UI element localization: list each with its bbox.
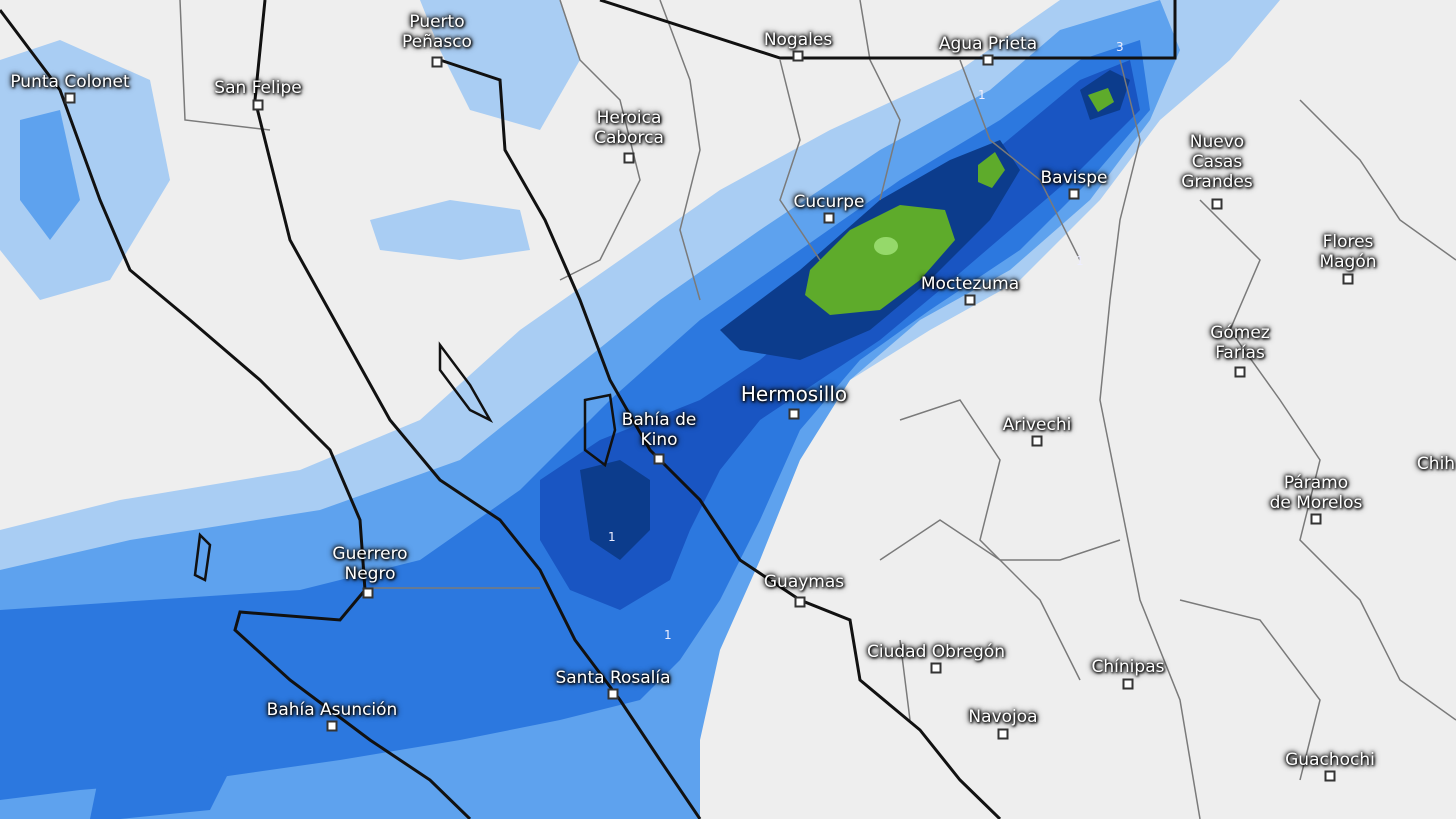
- place-label: Flores Magón: [1319, 232, 1376, 272]
- place-label-line: Casas: [1191, 152, 1243, 172]
- place-label: Chínipas: [1092, 657, 1165, 677]
- place-label: Guachochi: [1285, 750, 1375, 770]
- place-label-line: Farías: [1215, 343, 1265, 363]
- contour-value-label: 1: [1076, 254, 1084, 268]
- place-label: San Felipe: [214, 78, 301, 98]
- place-label: Guerrero Negro: [332, 544, 407, 584]
- place-label-line: Caborca: [594, 128, 664, 148]
- place-label-line: Flores: [1322, 232, 1374, 252]
- place-label: Hermosillo: [741, 384, 847, 404]
- place-label-line: San Felipe: [214, 78, 302, 98]
- city-marker-icon: [823, 212, 835, 224]
- place-label-line: Chínipas: [1091, 657, 1165, 677]
- place-label-line: Nuevo: [1189, 132, 1245, 152]
- city-marker-icon: [964, 294, 976, 306]
- city-marker-icon: [326, 720, 338, 732]
- city-marker-icon: [1122, 678, 1134, 690]
- place-label-line: Grandes: [1181, 172, 1253, 192]
- place-label-line: Bavispe: [1040, 168, 1108, 188]
- contour-value-label: 1: [608, 530, 616, 544]
- precip-peak-layer: [874, 237, 898, 255]
- city-marker-icon: [792, 50, 804, 62]
- contour-value-label: 3: [1116, 40, 1124, 54]
- city-marker-icon: [982, 54, 994, 66]
- city-marker-icon: [1342, 273, 1354, 285]
- city-marker-icon: [1310, 513, 1322, 525]
- place-label-line: Cucurpe: [793, 192, 865, 212]
- city-marker-icon: [1211, 198, 1223, 210]
- place-label-line: Punta Colonet: [10, 72, 130, 92]
- city-marker-icon: [997, 728, 1009, 740]
- admin-borders: [179, 0, 1456, 819]
- place-label-line: de Morelos: [1269, 493, 1363, 513]
- city-marker-icon: [431, 56, 443, 68]
- place-label-line: Guachochi: [1285, 750, 1375, 770]
- city-marker-icon: [362, 587, 374, 599]
- place-label: Heroica Caborca: [594, 108, 664, 148]
- place-label: Punta Colonet: [10, 72, 129, 92]
- city-marker-icon: [794, 596, 806, 608]
- city-marker-icon: [788, 408, 800, 420]
- place-label: Guaymas: [764, 572, 844, 592]
- city-marker-icon: [653, 453, 665, 465]
- place-label-line: Navojoa: [968, 707, 1038, 727]
- place-label: Nogales: [764, 30, 832, 50]
- city-marker-icon: [252, 99, 264, 111]
- place-label-line: Magón: [1319, 252, 1377, 272]
- place-label-line: Bahía Asunción: [266, 700, 398, 720]
- city-marker-icon: [930, 662, 942, 674]
- city-marker-icon: [623, 152, 635, 164]
- city-marker-icon: [1031, 435, 1043, 447]
- place-label-line: Gómez: [1210, 323, 1270, 343]
- city-marker-icon: [1324, 770, 1336, 782]
- place-label: Bavispe: [1041, 168, 1108, 188]
- place-label: Navojoa: [968, 707, 1037, 727]
- city-marker-icon: [64, 92, 76, 104]
- place-label-line: Negro: [344, 564, 396, 584]
- place-label: Cucurpe: [793, 192, 864, 212]
- place-label: Agua Prieta: [939, 34, 1037, 54]
- place-label-line: Santa Rosalía: [555, 668, 671, 688]
- city-marker-icon: [607, 688, 619, 700]
- place-label: Moctezuma: [921, 274, 1019, 294]
- contour-value-label: 1: [978, 88, 986, 102]
- contour-value-label: 1: [664, 628, 672, 642]
- city-marker-icon: [1234, 366, 1246, 378]
- place-label: Santa Rosalía: [555, 668, 670, 688]
- place-label: Arivechi: [1003, 415, 1072, 435]
- place-label-line: Arivechi: [1002, 415, 1072, 435]
- place-label: Gómez Farías: [1210, 323, 1270, 363]
- place-label-line: Guerrero: [332, 544, 408, 564]
- place-label: Bahía Asunción: [267, 700, 398, 720]
- place-label-line: Puerto: [409, 12, 465, 32]
- place-label-line: Kino: [640, 430, 678, 450]
- place-label-line: Páramo: [1283, 473, 1349, 493]
- place-label: Chih: [1417, 454, 1455, 474]
- coastlines: [0, 0, 1177, 819]
- city-marker-icon: [1068, 188, 1080, 200]
- place-label-line: Bahía de: [621, 410, 697, 430]
- place-label-line: Ciudad Obregón: [867, 642, 1005, 662]
- place-label-line: Agua Prieta: [938, 34, 1038, 54]
- place-label: Ciudad Obregón: [867, 642, 1005, 662]
- place-label-line: Chih: [1416, 454, 1456, 474]
- place-label: Puerto Peñasco: [402, 12, 472, 52]
- place-label: Páramo de Morelos: [1270, 473, 1363, 513]
- place-label-line: Moctezuma: [920, 274, 1020, 294]
- place-label-line: Heroica: [596, 108, 662, 128]
- precip-extreme-layer: [805, 88, 1114, 315]
- place-label: Nuevo Casas Grandes: [1181, 132, 1252, 192]
- place-label-line: Peñasco: [402, 32, 472, 52]
- place-label-line: Guaymas: [763, 572, 845, 592]
- place-label: Bahía de Kino: [622, 410, 697, 450]
- place-label-line: Hermosillo: [740, 382, 848, 406]
- place-label-line: Nogales: [763, 30, 833, 50]
